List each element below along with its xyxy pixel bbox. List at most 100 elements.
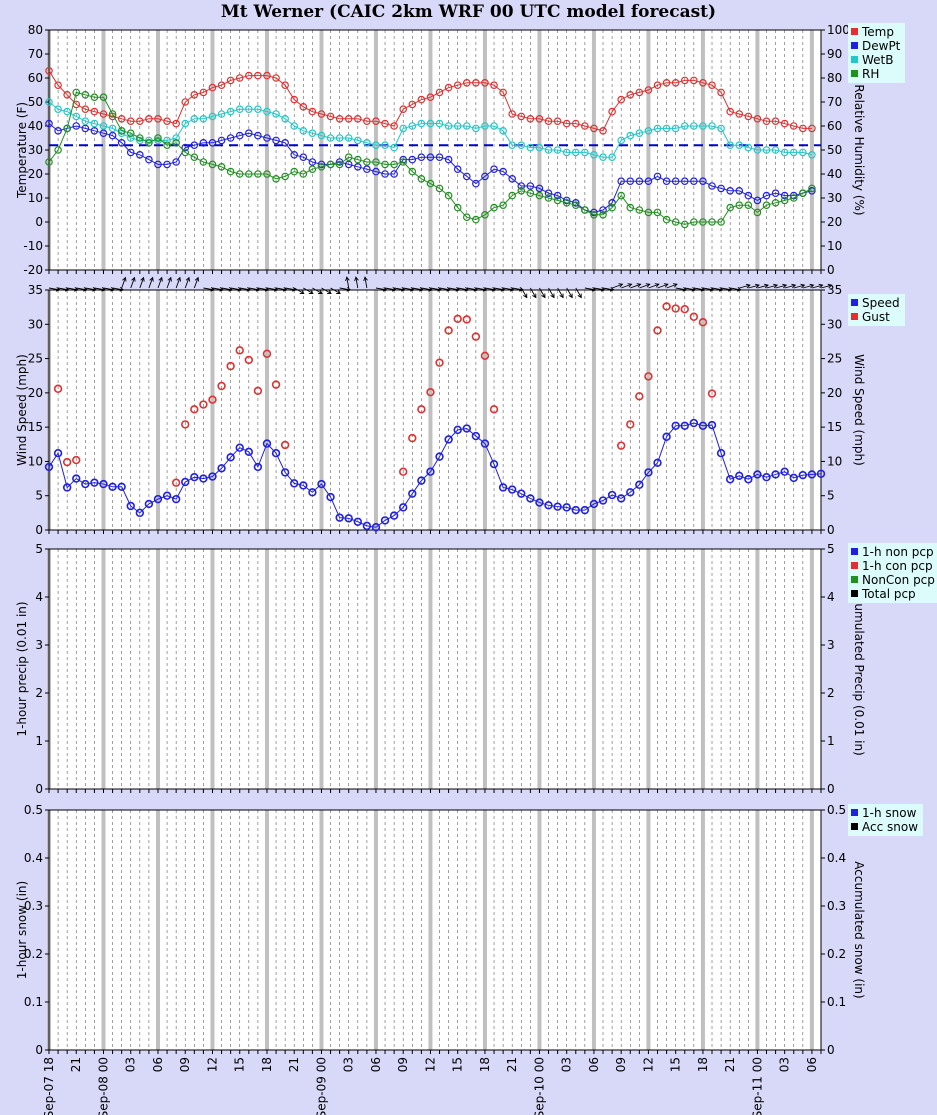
wind-arrow-head xyxy=(317,289,323,294)
data-point xyxy=(662,124,671,133)
wind-arrow xyxy=(557,287,564,298)
data-point xyxy=(553,146,562,154)
data-point xyxy=(744,191,753,200)
y2-tick-label: 80 xyxy=(827,71,842,85)
wind-arrow-head xyxy=(158,276,163,282)
data-point xyxy=(617,191,625,200)
data-point xyxy=(399,105,408,114)
data-point xyxy=(490,81,498,90)
speed-point xyxy=(471,431,481,441)
time-tick-label: 09 xyxy=(178,1057,192,1072)
wind-arrow-head xyxy=(654,283,660,288)
wind-arrow xyxy=(648,283,659,289)
data-point xyxy=(662,79,671,87)
wind-arrow-head xyxy=(410,287,415,292)
data-point xyxy=(571,119,580,128)
data-point xyxy=(272,136,280,145)
data-point xyxy=(599,206,607,214)
wind-arrow xyxy=(330,287,341,294)
data-point xyxy=(481,79,489,87)
gust-point xyxy=(72,455,81,465)
wind-arrow-head xyxy=(282,287,288,292)
gust-point xyxy=(444,326,453,335)
data-point xyxy=(81,124,90,133)
y2-tick-label: 70 xyxy=(827,95,842,109)
time-tick-label: 12 xyxy=(205,1057,219,1072)
data-point xyxy=(390,143,398,152)
time-tick-label: 09 xyxy=(614,1057,628,1072)
y-tick-label: 80 xyxy=(28,23,43,37)
speed-point xyxy=(626,488,635,497)
data-point xyxy=(181,143,190,152)
speed-point xyxy=(62,483,72,492)
data-point xyxy=(581,206,589,214)
data-point xyxy=(372,158,380,166)
y2-axis-title: Accumulated Precip (0.01 in) xyxy=(852,582,866,756)
speed-point xyxy=(235,443,244,452)
data-point xyxy=(145,136,153,145)
gust-point xyxy=(644,372,653,381)
y2-tick-label: 0 xyxy=(827,263,835,277)
data-point xyxy=(680,76,689,85)
wind-arrow-head xyxy=(219,287,225,292)
wind-arrow-head xyxy=(419,287,425,292)
data-point xyxy=(699,122,707,130)
data-point xyxy=(390,160,398,169)
wind-arrow xyxy=(148,277,154,289)
data-point xyxy=(281,115,289,123)
data-point xyxy=(735,110,744,118)
data-point xyxy=(762,117,771,126)
data-point xyxy=(526,115,535,123)
data-point xyxy=(753,196,762,205)
speed-point xyxy=(435,452,444,461)
wind-arrow xyxy=(539,287,546,298)
speed-point xyxy=(816,469,826,478)
data-point xyxy=(335,115,344,123)
wind-arrow-head xyxy=(101,287,107,292)
wind-arrow xyxy=(321,287,332,294)
y-tick-label: 5 xyxy=(35,542,43,556)
time-tick-label: 12 xyxy=(423,1057,437,1072)
speed-point xyxy=(589,499,599,509)
y2-axis-title: Relative Humidity (%) xyxy=(852,84,866,215)
legend-item-total: Total pcp xyxy=(851,587,935,601)
y2-tick-label: 100 xyxy=(827,23,850,37)
speed-point xyxy=(762,473,771,482)
wind-arrow xyxy=(375,287,387,291)
data-point xyxy=(644,177,653,186)
data-point xyxy=(172,134,180,142)
data-point xyxy=(245,129,253,138)
data-point xyxy=(172,119,180,128)
data-point xyxy=(644,86,653,94)
data-point xyxy=(472,124,480,133)
wind-arrow xyxy=(575,287,582,298)
data-point xyxy=(199,115,208,123)
gust-point xyxy=(181,420,190,429)
data-point xyxy=(626,203,635,212)
y-tick-label: 3 xyxy=(35,638,43,652)
wind-arrow xyxy=(748,284,760,289)
y-tick-label: 0 xyxy=(35,1043,43,1057)
speed-point xyxy=(72,474,81,483)
wind-arrow xyxy=(139,277,145,289)
data-point xyxy=(235,131,244,140)
data-point xyxy=(481,122,489,130)
speed-point xyxy=(598,496,608,505)
legend-snow: 1-h snow Acc snow xyxy=(848,804,924,836)
data-point xyxy=(490,165,498,174)
data-point xyxy=(72,88,81,97)
speed-point xyxy=(99,479,108,489)
data-point xyxy=(744,112,753,121)
legend-label: DewPt xyxy=(862,39,901,53)
wind-arrow xyxy=(657,283,669,289)
speed-point xyxy=(780,467,789,476)
data-point xyxy=(562,148,571,157)
speed-point xyxy=(662,432,671,441)
data-point xyxy=(426,153,435,162)
wind-arrow xyxy=(512,287,524,291)
data-point xyxy=(99,110,108,118)
data-point xyxy=(63,124,71,133)
wind-arrow-head xyxy=(727,287,733,292)
speed-point xyxy=(144,499,154,509)
data-point xyxy=(317,163,326,171)
